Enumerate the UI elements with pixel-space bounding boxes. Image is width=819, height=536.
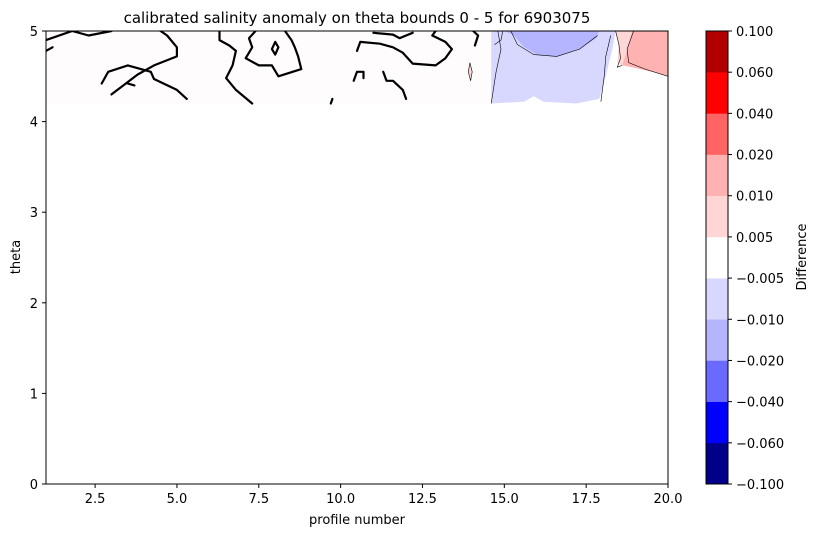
colorbar-tick-label: 0.060	[736, 66, 773, 81]
zero-contour-line	[46, 46, 54, 53]
zero-contour-line	[126, 82, 136, 87]
colorbar-tick-label: −0.100	[736, 478, 784, 493]
colorbar-tick-label: 0.040	[736, 107, 773, 122]
x-tick-label: 12.5	[408, 492, 437, 507]
zero-contour-line	[100, 64, 188, 101]
y-tick-label: 2	[30, 297, 38, 312]
colorbar-frame	[705, 30, 729, 485]
zero-contour-line	[382, 70, 408, 101]
zero-contour-line	[270, 40, 280, 56]
level-contour-line	[467, 62, 473, 81]
y-tick-label: 0	[30, 478, 38, 493]
x-tick-label: 2.5	[85, 492, 106, 507]
colorbar-swatch	[706, 113, 728, 155]
zero-contour-line	[372, 31, 414, 40]
colorbar-label: Difference	[795, 223, 810, 290]
y-tick-label: 3	[30, 206, 38, 221]
contour-region-positive	[615, 31, 632, 66]
colorbar-swatch	[706, 236, 728, 279]
colorbar-swatch	[706, 72, 728, 114]
contour-region-positive	[622, 31, 668, 77]
y-tick-label: 4	[30, 116, 38, 131]
level-contour-line	[510, 31, 598, 57]
level-contour-line	[615, 31, 623, 68]
contour-region-negative	[504, 31, 600, 57]
y-axis: 0 1 2 3 4 5	[30, 25, 46, 493]
colorbar-tick-label: −0.005	[736, 272, 784, 287]
zero-contour-line	[46, 31, 113, 42]
x-axis: 2.5 5.0 7.5 10.0 12.5 15.0 17.5 20.0	[85, 484, 683, 507]
colorbar-swatch	[706, 31, 728, 73]
colorbar-swatch	[706, 319, 728, 361]
colorbar-tick-label: −0.060	[736, 437, 784, 452]
zero-contour-line	[244, 31, 303, 78]
colorbar-tick-label: 0.010	[736, 190, 773, 205]
plot-frame	[45, 30, 669, 485]
x-tick-label: 17.5	[572, 492, 601, 507]
colorbar-tick-label: −0.020	[736, 354, 784, 369]
x-tick-label: 5.0	[167, 492, 188, 507]
x-tick-label: 15.0	[490, 492, 519, 507]
colorbar-swatch	[706, 278, 728, 320]
level-contour-line	[494, 31, 503, 45]
colorbar-tick-label: −0.010	[736, 313, 784, 328]
colorbar-tick-label: −0.040	[736, 396, 784, 411]
x-tick-label: 20.0	[654, 492, 683, 507]
zero-contour-line	[218, 31, 254, 105]
zero-contour-line	[110, 31, 178, 96]
x-tick-label: 10.0	[326, 492, 355, 507]
chart-title: calibrated salinity anomaly on theta bou…	[124, 9, 591, 27]
contour-line-layer	[46, 31, 668, 105]
colorbar-tick-label: 0.100	[736, 25, 773, 40]
zero-contour-line	[352, 70, 365, 82]
colorbar-tick-label: 0.005	[736, 231, 773, 246]
contour-region-negative	[491, 31, 616, 104]
contour-fill-layer	[46, 31, 668, 104]
x-axis-label: profile number	[309, 513, 406, 528]
y-tick-label: 1	[30, 387, 38, 402]
x-tick-label: 7.5	[248, 492, 269, 507]
colorbar: −0.100 −0.060 −0.040 −0.020 −0.010 −0.005 0.00…	[705, 25, 784, 493]
zero-contour-line	[472, 31, 480, 47]
level-contour-line	[600, 35, 611, 102]
colorbar-swatch	[706, 360, 728, 402]
colorbar-swatch	[706, 154, 728, 197]
colorbar-tick-label: 0.020	[736, 149, 773, 164]
colorbar-swatch	[706, 401, 728, 444]
contour-region-near-zero	[46, 31, 492, 104]
colorbar-swatch	[706, 442, 728, 485]
level-contour-line	[490, 31, 502, 104]
zero-contour-line	[329, 97, 334, 105]
level-contour-line	[626, 31, 668, 77]
y-tick-label: 5	[30, 25, 38, 40]
colorbar-swatch	[706, 195, 728, 238]
y-axis-label: theta	[9, 240, 24, 274]
zero-contour-line	[355, 31, 453, 67]
